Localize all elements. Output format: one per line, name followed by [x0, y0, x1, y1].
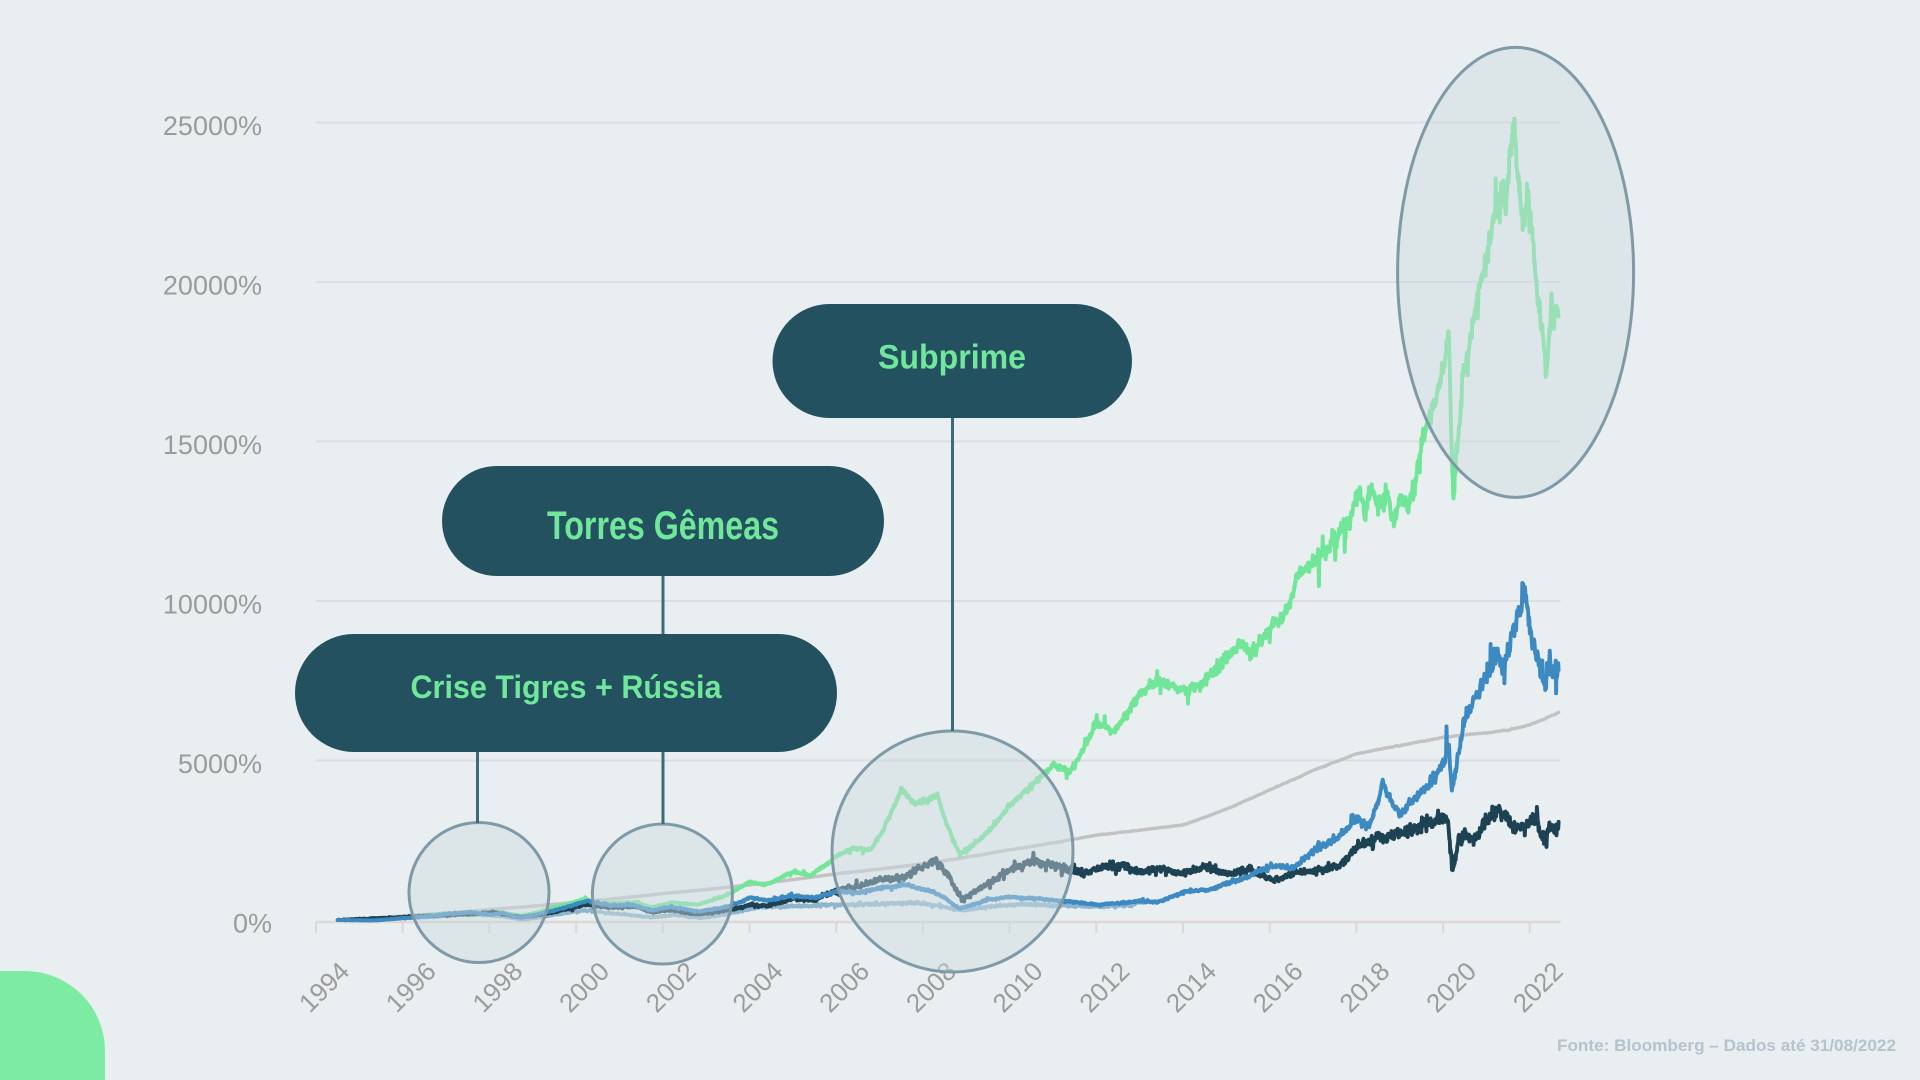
- svg-text:25000%: 25000%: [163, 111, 262, 141]
- svg-text:Subprime: Subprime: [878, 339, 1026, 377]
- svg-text:Fonte: Bloomberg – Dados até 3: Fonte: Bloomberg – Dados até 31/08/2022: [1557, 1036, 1896, 1055]
- svg-text:0%: 0%: [233, 909, 272, 939]
- svg-text:15000%: 15000%: [163, 430, 262, 460]
- svg-text:5000%: 5000%: [178, 749, 262, 779]
- svg-text:10000%: 10000%: [163, 590, 262, 620]
- svg-text:Crise Tigres + Rússia: Crise Tigres + Rússia: [411, 669, 722, 705]
- svg-text:20000%: 20000%: [163, 271, 262, 301]
- svg-text:Torres Gêmeas: Torres Gêmeas: [547, 504, 779, 548]
